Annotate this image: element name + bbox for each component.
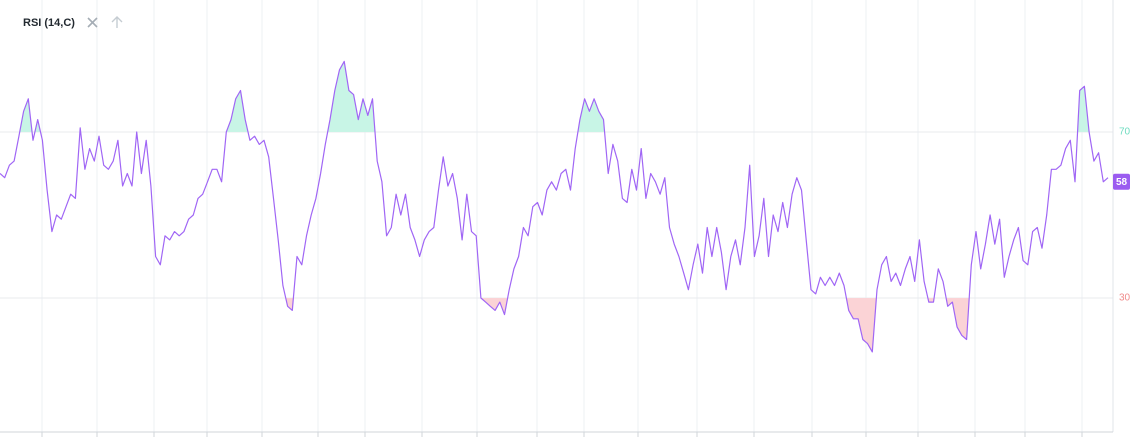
y-tick-label: 70	[1119, 127, 1131, 138]
overbought-fill	[0, 61, 1108, 132]
y-tick-label: 30	[1119, 293, 1131, 304]
y-axis: 30 70 58	[1113, 127, 1131, 304]
oversold-fill	[0, 298, 1108, 352]
move-up-icon[interactable]	[111, 16, 123, 28]
chart-title: RSI (14,C)	[23, 17, 75, 29]
grid	[0, 0, 1113, 437]
close-icon[interactable]	[87, 17, 98, 28]
current-value-label: 58	[1116, 177, 1128, 188]
current-value-badge	[1113, 173, 1130, 190]
fills	[0, 61, 1108, 352]
rsi-line	[0, 60, 1109, 353]
plot	[0, 60, 1109, 353]
